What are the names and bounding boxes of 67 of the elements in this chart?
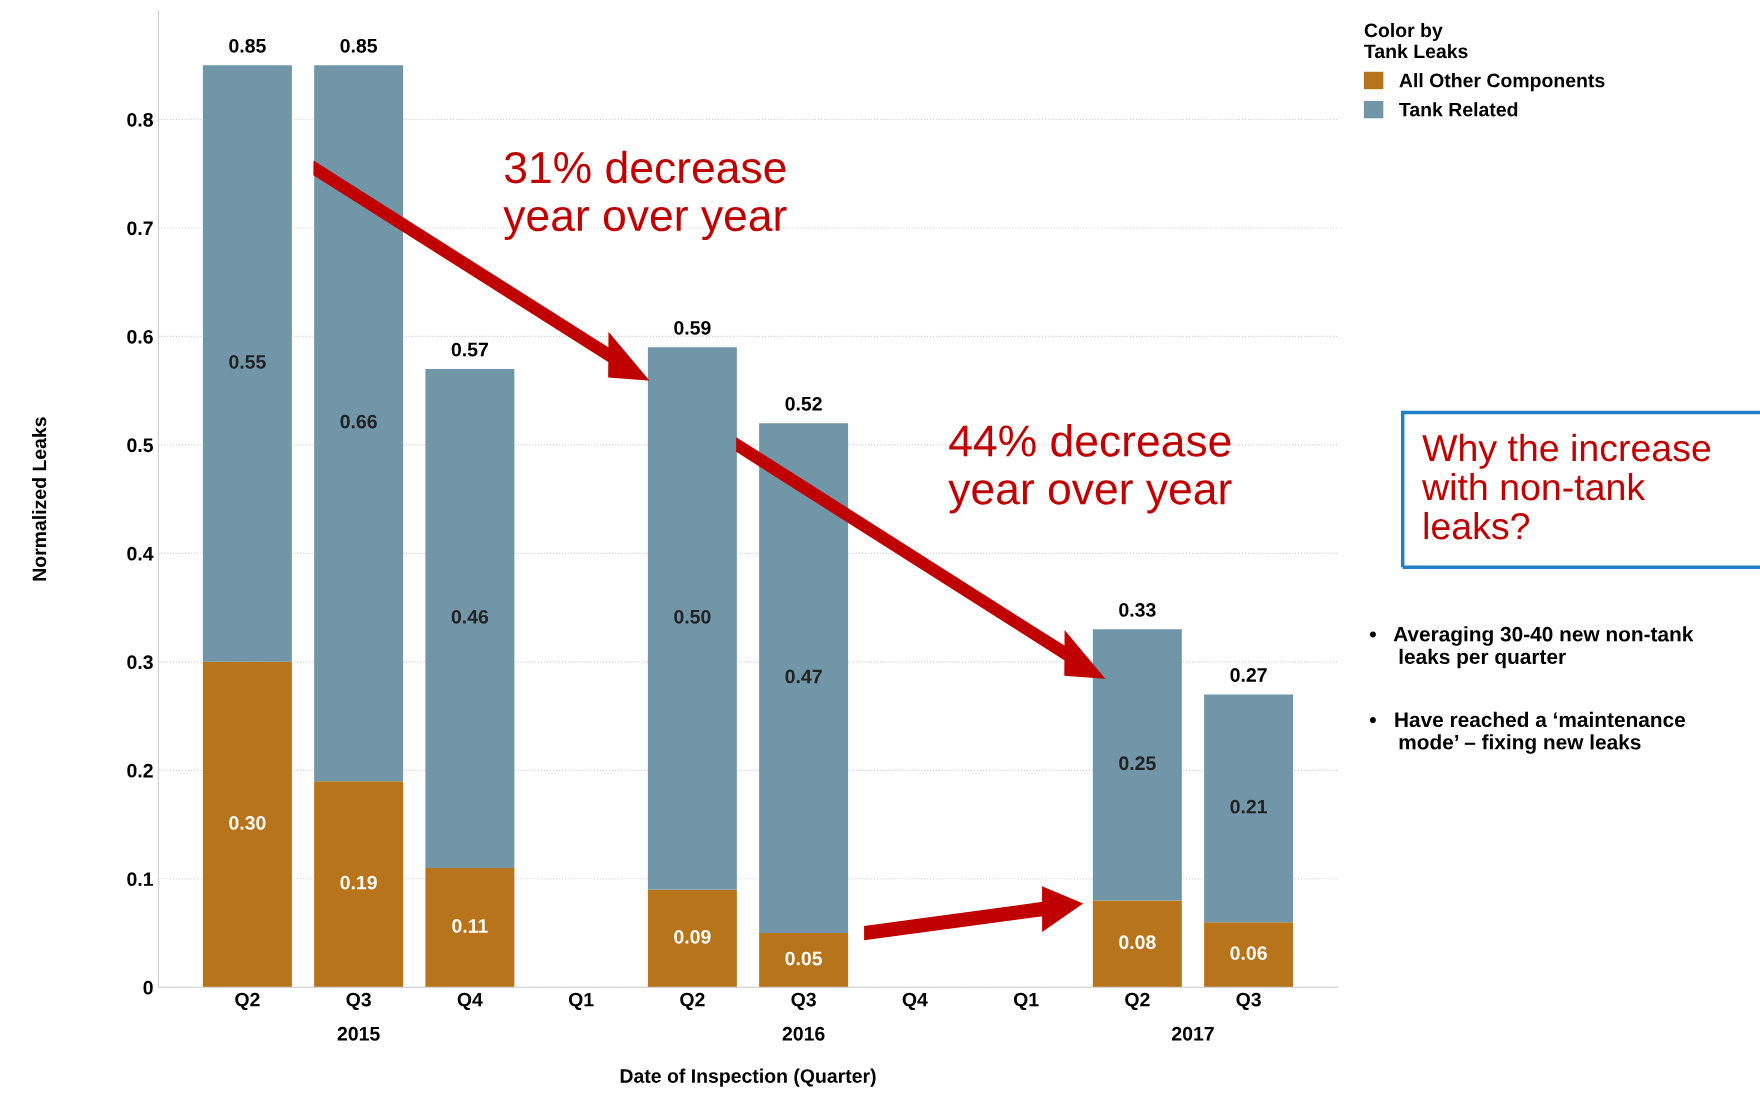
text: 2017	[1172, 1026, 1214, 1041]
x-tick-label: Q4	[902, 992, 928, 1011]
x-tick-label: Q2	[235, 992, 260, 1011]
y-tick-label: 0.6	[127, 329, 153, 344]
total-label: 0.85	[340, 38, 378, 53]
data-label: 0.11	[452, 919, 488, 933]
text: 2016	[782, 1026, 825, 1041]
bar	[202, 661, 292, 988]
total-label: 0.85	[229, 38, 266, 53]
legend-label: Tank Related	[1399, 102, 1518, 117]
bar	[759, 423, 849, 934]
y-tick-label: 0.5	[127, 438, 153, 453]
bar	[1092, 900, 1182, 988]
data-label: 0.47	[785, 669, 822, 684]
x-axis-title: Date of Inspection (Quarter)	[620, 1068, 876, 1087]
x-tick-label: Q4	[457, 992, 483, 1011]
bar	[1204, 694, 1294, 923]
total-label: 0.52	[785, 396, 822, 411]
data-label: 0.66	[340, 414, 377, 429]
x-tick-label: Q1	[1013, 992, 1039, 1011]
y-tick-label: 0.3	[127, 655, 153, 670]
bar	[759, 933, 849, 988]
data-label: 0.30	[229, 816, 266, 830]
legend-title: Color by Tank Leaks	[1364, 22, 1468, 59]
bar	[202, 65, 292, 662]
y-tick-label: 0	[143, 980, 153, 995]
annotation: 31% decrease year over year	[503, 150, 787, 241]
text: Why the increase with non-tank leaks?	[1422, 433, 1711, 540]
data-label: 0.50	[674, 609, 711, 624]
x-tick-label: Q2	[680, 992, 705, 1011]
y-tick-label: 0.4	[127, 546, 154, 561]
data-label: 0.09	[674, 929, 711, 944]
bar	[314, 65, 404, 782]
bar	[647, 347, 737, 890]
data-label: 0.25	[1119, 756, 1156, 771]
data-label: 0.08	[1119, 935, 1156, 950]
x-tick-label: Q2	[1125, 992, 1150, 1011]
text: 2015	[337, 1026, 380, 1041]
bar	[314, 781, 404, 988]
bar	[647, 889, 737, 988]
text: • Have reached a ‘maintenance mode’ – fixing new leaks	[1369, 711, 1686, 754]
y-tick-label: 0.2	[127, 763, 153, 778]
y-tick-label: 0.7	[127, 221, 153, 236]
y-axis-title: Normalized Leaks	[32, 417, 47, 581]
annotation: 44% decrease year over year	[948, 424, 1232, 514]
bar	[425, 867, 515, 988]
y-tick-label: 0.8	[127, 112, 153, 127]
data-label: 0.21	[1230, 799, 1267, 814]
x-tick-label: Q3	[1236, 992, 1261, 1011]
total-label: 0.57	[451, 342, 488, 357]
bar	[1204, 922, 1294, 988]
total-label: 0.59	[674, 320, 711, 335]
x-tick-label: Q3	[346, 992, 371, 1011]
data-label: 0.05	[785, 951, 822, 966]
y-tick-label: 0.1	[127, 872, 153, 887]
x-tick-label: Q3	[791, 992, 816, 1011]
data-label: 0.06	[1230, 946, 1267, 960]
data-label: 0.55	[229, 354, 266, 369]
total-label: 0.33	[1119, 603, 1156, 617]
total-label: 0.27	[1230, 668, 1267, 682]
data-label: 0.46	[451, 609, 489, 624]
text: • Averaging 30-40 new non-tank leaks per quarter	[1369, 626, 1694, 669]
data-label: 0.19	[340, 875, 377, 890]
legend-label: All Other Components	[1399, 73, 1605, 92]
x-tick-label: Q1	[568, 992, 594, 1011]
bar	[425, 368, 515, 868]
bar	[1092, 629, 1182, 901]
